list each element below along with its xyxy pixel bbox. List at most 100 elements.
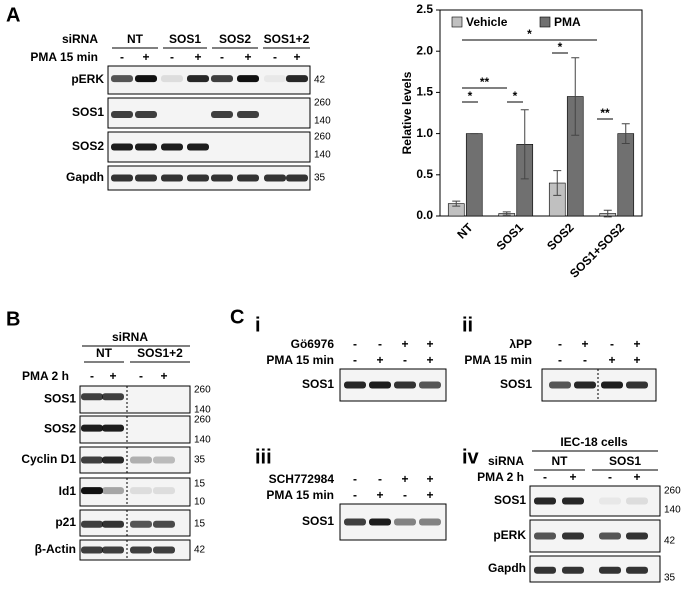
panel-label: C — [230, 306, 244, 328]
band — [286, 75, 308, 83]
error-bar — [452, 200, 461, 207]
legend-swatch — [451, 16, 463, 28]
mw-marker: 260 — [314, 98, 331, 109]
x-tick-label: NT — [454, 220, 476, 242]
error-bar — [502, 211, 511, 216]
sign: + — [633, 470, 640, 484]
x-tick-label: SOS2 — [544, 220, 577, 253]
sign: + — [426, 488, 433, 502]
mw-marker: 140 — [194, 405, 211, 416]
sign: - — [353, 337, 357, 351]
blot-label: SOS1 — [494, 493, 526, 507]
mw-marker: 35 — [314, 173, 326, 184]
plot-frame — [439, 9, 643, 217]
sign: - — [90, 369, 94, 383]
band — [135, 143, 157, 151]
blot — [79, 477, 191, 507]
band — [394, 381, 416, 389]
sign: + — [194, 50, 201, 64]
band — [81, 520, 103, 528]
group-label: SOS1 — [609, 454, 641, 468]
band — [102, 456, 124, 464]
band — [344, 518, 366, 526]
row-label: SCH772984 — [269, 472, 335, 486]
band — [135, 174, 157, 182]
band — [237, 75, 259, 83]
band — [130, 456, 152, 464]
band — [237, 174, 259, 182]
y-tick-label: 2.5 — [416, 2, 433, 16]
sign: - — [378, 337, 382, 351]
band — [562, 566, 584, 574]
sign: + — [376, 488, 383, 502]
band — [187, 174, 209, 182]
error-bar — [571, 57, 580, 136]
row-label: siRNA — [112, 330, 148, 344]
blot-label: SOS2 — [72, 139, 104, 153]
y-tick-label: 2.0 — [416, 43, 433, 57]
row-label: siRNA — [488, 454, 524, 468]
sign: - — [353, 353, 357, 367]
band — [102, 393, 124, 401]
mw-marker: 140 — [314, 150, 331, 161]
band — [111, 174, 133, 182]
blot-label: β-Actin — [35, 542, 76, 556]
row-label: PMA 15 min — [464, 353, 532, 367]
group-label: SOS2 — [219, 32, 251, 46]
band — [369, 381, 391, 389]
error-bar — [520, 109, 529, 180]
band — [153, 546, 175, 554]
band — [534, 497, 556, 505]
mw-marker: 35 — [194, 455, 206, 466]
band — [153, 487, 175, 495]
band — [211, 111, 233, 118]
band — [626, 497, 648, 505]
sign: + — [160, 369, 167, 383]
sign: + — [376, 353, 383, 367]
band — [626, 381, 648, 389]
group-label: NT — [552, 454, 569, 468]
band — [237, 111, 259, 118]
band — [135, 111, 157, 118]
sign: + — [633, 337, 640, 351]
band — [130, 487, 152, 495]
subpanel-label: ii — [462, 314, 473, 336]
blot-label: Gapdh — [488, 561, 526, 575]
band — [130, 546, 152, 554]
band — [111, 143, 133, 151]
subpanel-label: iii — [255, 446, 272, 468]
band — [264, 174, 286, 182]
row-label: PMA 2 h — [477, 470, 524, 484]
blot-label: SOS1 — [500, 377, 532, 391]
error-bar — [621, 123, 630, 144]
sign: + — [244, 50, 251, 64]
mw-marker: 35 — [664, 573, 676, 584]
sign: - — [608, 470, 612, 484]
band — [153, 456, 175, 464]
sign: + — [109, 369, 116, 383]
y-tick-label: 1.0 — [416, 126, 433, 140]
mw-marker: 140 — [664, 505, 681, 516]
sign: + — [581, 337, 588, 351]
band — [599, 497, 621, 505]
mw-marker: 42 — [664, 536, 676, 547]
blot-label: Gapdh — [66, 170, 104, 184]
sign: - — [353, 472, 357, 486]
sign: - — [403, 488, 407, 502]
sign: - — [220, 50, 224, 64]
mw-marker: 140 — [194, 435, 211, 446]
bar — [465, 133, 483, 217]
subpanel-label: i — [255, 314, 261, 336]
y-tick-label: 0.5 — [416, 167, 433, 181]
band — [111, 111, 133, 118]
y-tick-label: 0.0 — [416, 208, 433, 222]
blot-label: SOS1 — [44, 392, 76, 406]
sign: + — [608, 353, 615, 367]
blot-label: SOS1 — [72, 105, 104, 119]
band — [187, 143, 209, 151]
sign: + — [293, 50, 300, 64]
band — [130, 520, 152, 528]
row-label: PMA 15 min — [266, 488, 334, 502]
y-tick-label: 1.5 — [416, 85, 433, 99]
